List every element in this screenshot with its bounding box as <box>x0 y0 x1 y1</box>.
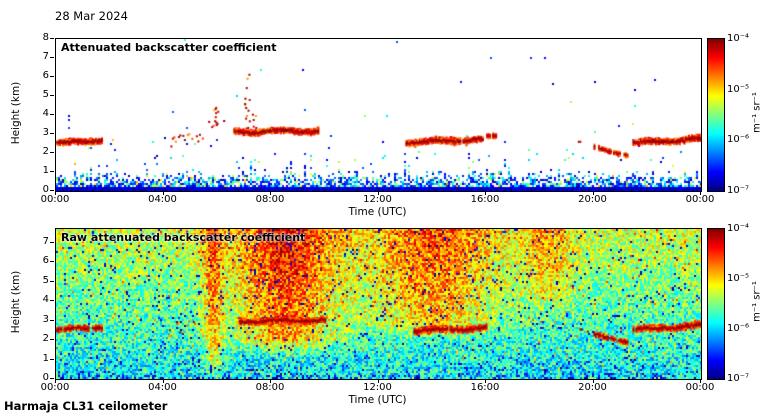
x-tick-mark <box>55 379 56 383</box>
panel-title-raw: Raw attenuated backscatter coefficient <box>61 231 306 244</box>
colorbar-top <box>707 38 725 192</box>
x-tick-mark <box>162 379 164 383</box>
y-tick-label: 7 <box>42 235 49 247</box>
y-axis-label-top: Height (km) <box>10 81 22 145</box>
x-tick-mark <box>592 379 594 383</box>
y-tick-mark <box>50 358 54 360</box>
x-tick-label: 12:00 <box>363 382 392 393</box>
y-tick-mark <box>50 38 54 39</box>
attenuated-backscatter-heatmap <box>56 39 701 191</box>
y-tick-label: 8 <box>42 32 49 43</box>
y-tick-label: 1 <box>42 165 49 176</box>
colorbar-tick-label: 10⁻⁴ <box>727 223 750 234</box>
x-tick-label: 08:00 <box>255 382 285 393</box>
y-tick-mark <box>50 241 54 243</box>
colorbar-tick-label: 10⁻⁴ <box>727 33 750 44</box>
y-tick-mark <box>50 76 54 77</box>
raw-backscatter-heatmap <box>56 229 701 379</box>
x-tick-mark <box>377 191 379 195</box>
x-tick-mark <box>377 379 379 383</box>
x-axis-label-top: Time (UTC) <box>348 206 407 218</box>
y-tick-mark <box>50 339 54 341</box>
x-tick-mark <box>270 191 271 195</box>
y-tick-mark <box>50 300 54 302</box>
colorbar-tick-label: 10⁻⁷ <box>727 185 750 196</box>
x-tick-label: 00:00 <box>685 194 715 205</box>
colorbar-unit-top: m⁻¹ sr⁻¹ <box>751 92 763 133</box>
y-tick-mark <box>50 280 54 282</box>
y-tick-mark <box>50 190 54 191</box>
x-tick-label: 00:00 <box>685 382 715 393</box>
y-tick-mark <box>50 95 54 96</box>
x-tick-mark <box>162 191 164 195</box>
colorbar-unit-bottom: m⁻¹ sr⁻¹ <box>751 281 763 322</box>
y-tick-mark <box>50 57 54 58</box>
panel-title-attenuated: Attenuated backscatter coefficient <box>61 41 277 54</box>
y-tick-mark <box>50 378 54 379</box>
raw-backscatter-panel <box>55 228 702 380</box>
y-tick-mark <box>50 133 54 134</box>
x-tick-label: 20:00 <box>578 382 607 393</box>
y-tick-label: 5 <box>42 274 49 286</box>
colorbar-tick-label: 10⁻⁷ <box>727 373 750 384</box>
y-tick-label: 2 <box>42 333 49 345</box>
y-tick-label: 1 <box>42 352 49 364</box>
instrument-label: Harmaja CL31 ceilometer <box>4 399 168 413</box>
y-tick-label: 0 <box>42 184 49 195</box>
x-tick-label: 04:00 <box>148 382 177 393</box>
x-axis-label-bottom: Time (UTC) <box>348 394 407 406</box>
x-tick-mark <box>700 379 701 383</box>
x-tick-label: 16:00 <box>470 194 500 205</box>
y-tick-mark <box>50 261 54 263</box>
y-tick-label: 3 <box>42 127 49 138</box>
y-tick-label: 7 <box>42 51 49 62</box>
x-tick-label: 20:00 <box>578 194 607 205</box>
attenuated-backscatter-panel <box>55 38 702 192</box>
y-tick-label: 6 <box>42 70 49 81</box>
y-tick-mark <box>50 114 54 115</box>
y-tick-label: 3 <box>42 313 49 325</box>
y-tick-label: 2 <box>42 146 49 157</box>
x-tick-label: 08:00 <box>255 194 285 205</box>
y-tick-label: 0 <box>42 372 49 383</box>
y-tick-mark <box>50 319 54 321</box>
x-tick-mark <box>592 191 594 195</box>
y-axis-label-bottom: Height (km) <box>10 270 22 334</box>
colorbar-tick-label: 10⁻⁶ <box>727 134 750 146</box>
x-tick-mark <box>270 379 271 383</box>
x-tick-label: 16:00 <box>470 382 500 393</box>
x-tick-label: 00:00 <box>40 194 70 205</box>
y-tick-mark <box>50 152 54 153</box>
colorbar-tick-label: 10⁻⁶ <box>727 323 750 334</box>
y-tick-label: 6 <box>42 255 49 267</box>
colorbar-tick-label: 10⁻⁵ <box>727 273 750 284</box>
x-tick-mark <box>485 379 486 383</box>
x-tick-mark <box>485 191 486 195</box>
y-tick-label: 4 <box>42 294 49 306</box>
x-tick-label: 00:00 <box>40 382 70 393</box>
x-tick-label: 12:00 <box>363 194 392 205</box>
colorbar-tick-label: 10⁻⁵ <box>727 83 750 95</box>
x-tick-mark <box>700 191 701 195</box>
colorbar-bottom <box>707 228 725 380</box>
y-tick-label: 4 <box>42 108 49 119</box>
y-tick-mark <box>50 171 54 172</box>
x-tick-label: 04:00 <box>148 194 177 205</box>
y-tick-label: 5 <box>42 89 49 100</box>
x-tick-mark <box>55 191 56 195</box>
date-label: 28 Mar 2024 <box>55 9 128 23</box>
